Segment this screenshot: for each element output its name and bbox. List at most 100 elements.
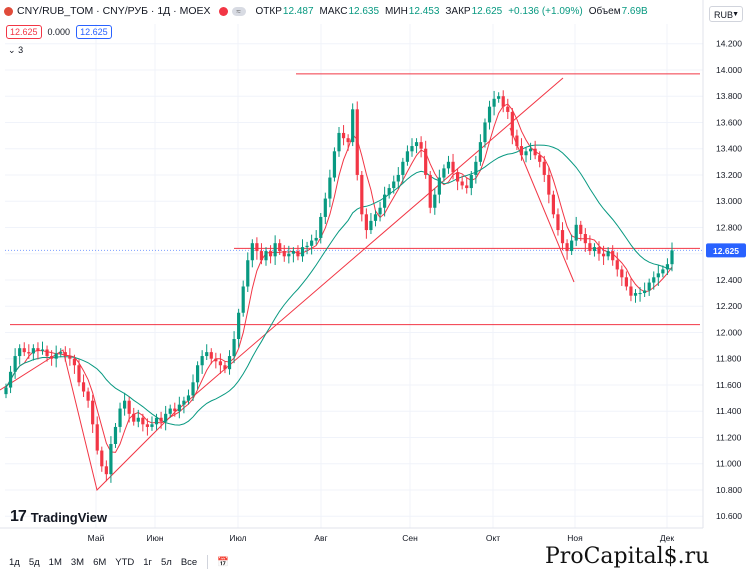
- candle-body: [460, 181, 464, 186]
- candle-body: [524, 151, 528, 156]
- price-tick-label: 11.800: [716, 354, 742, 364]
- timeframe-all[interactable]: Все: [180, 556, 198, 568]
- timeframe-5d[interactable]: 5д: [28, 556, 40, 568]
- candle-body: [36, 348, 40, 351]
- timeframe-3m[interactable]: 3М: [70, 556, 85, 568]
- candle-body: [533, 148, 537, 156]
- currency-label: RUB: [714, 10, 734, 20]
- candle-body: [410, 146, 414, 152]
- candle-body: [314, 237, 318, 241]
- indicators-toggle[interactable]: ⌄ 3: [8, 45, 23, 56]
- date-range-icon[interactable]: 📅: [217, 556, 230, 568]
- timeframe-1m[interactable]: 1М: [48, 556, 62, 568]
- candle-body: [451, 161, 455, 173]
- candle-body: [182, 400, 186, 405]
- price-tick-label: 12.400: [716, 275, 742, 285]
- candle-body: [191, 382, 195, 396]
- candle-body: [556, 214, 560, 231]
- spread-value: 0.000: [47, 27, 71, 37]
- candle-body: [282, 251, 286, 257]
- candle-body: [337, 132, 341, 152]
- candle-body: [661, 269, 665, 274]
- logo-text: TradingView: [30, 509, 108, 525]
- ma-slow-line: [5, 144, 673, 426]
- price-axis: 14.200 14.000 13.800 13.600 13.400 13.200 13.0…: [706, 39, 746, 521]
- symbol-title[interactable]: CNY/RUB_TOM · CNY/РУБ · 1Д · MOEX: [17, 5, 211, 17]
- price-tick-label: 14.200: [716, 39, 742, 49]
- candle-body: [127, 400, 131, 414]
- candle-body: [91, 400, 95, 425]
- candle-body: [633, 293, 638, 296]
- timeframe-bar: 1д 5д 1М 3М 6М YTD 1г 5л Все 📅: [0, 549, 260, 575]
- candle-body: [287, 253, 291, 257]
- price-tick-label: 12.000: [716, 327, 742, 337]
- timeframe-ytd[interactable]: YTD: [115, 556, 135, 568]
- candle-body: [501, 96, 505, 107]
- candle-body: [214, 358, 218, 362]
- candles: [4, 90, 674, 483]
- time-tick-label: Дек: [660, 533, 674, 543]
- candle-body: [351, 109, 355, 143]
- candle-body: [250, 243, 254, 261]
- candle-body: [4, 387, 8, 395]
- site-watermark: ProCapital$.ru: [545, 544, 710, 569]
- candle-body: [319, 216, 323, 238]
- candle-body: [369, 220, 373, 231]
- currency-select[interactable]: RUB ▼: [709, 6, 743, 22]
- open-value: 12.487: [282, 5, 314, 17]
- candle-body: [291, 251, 295, 254]
- time-tick-label: Авг: [314, 533, 327, 543]
- moving-averages: [5, 103, 673, 453]
- sell-button[interactable]: 12.625: [6, 25, 42, 39]
- tradingview-logo[interactable]: 17 TradingView: [10, 508, 107, 526]
- candle-body: [22, 348, 26, 353]
- delay-indicator-icon[interactable]: ≈: [231, 6, 246, 16]
- low-value: 12.453: [408, 5, 440, 17]
- candle-body: [72, 358, 77, 366]
- price-tick-label: 14.000: [716, 65, 742, 75]
- price-tick-label: 11.400: [716, 406, 742, 416]
- candle-body: [305, 245, 309, 248]
- candle-body: [177, 404, 181, 412]
- candle-body: [54, 353, 58, 359]
- time-tick-label: Ноя: [567, 533, 583, 543]
- candle-body: [145, 424, 150, 427]
- last-price-tag: [706, 243, 746, 258]
- candle-body: [588, 243, 592, 252]
- buy-button[interactable]: 12.625: [76, 25, 112, 39]
- candle-body: [396, 174, 400, 182]
- candle-body: [483, 122, 487, 143]
- timeframe-1y[interactable]: 1г: [143, 556, 153, 568]
- candle-body: [424, 148, 428, 175]
- candle-body: [328, 177, 332, 199]
- candle-body: [428, 174, 432, 208]
- candle-body: [104, 466, 108, 475]
- candle-body: [570, 240, 574, 252]
- candle-body: [164, 413, 168, 422]
- candle-body: [268, 251, 273, 257]
- timeframe-5y[interactable]: 5л: [161, 556, 172, 568]
- candle-body: [487, 106, 492, 123]
- candle-body: [510, 111, 514, 136]
- candle-body: [652, 277, 656, 283]
- candle-body: [601, 253, 606, 257]
- last-price-label: 12.625: [713, 246, 739, 256]
- time-tick-label: Июл: [229, 533, 246, 543]
- timeframe-1d[interactable]: 1д: [9, 556, 20, 568]
- candle-body: [255, 243, 259, 252]
- candle-body: [63, 352, 67, 357]
- candle-body: [414, 142, 419, 147]
- candle-body: [378, 207, 382, 215]
- candle-body: [223, 365, 227, 370]
- candle-body: [528, 148, 533, 152]
- candle-body: [173, 408, 177, 412]
- price-tick-label: 10.600: [716, 511, 742, 521]
- price-tick-label: 11.200: [716, 432, 742, 442]
- candle-body: [113, 426, 118, 444]
- candle-body: [13, 356, 17, 372]
- candle-body: [132, 413, 136, 422]
- timeframe-6m[interactable]: 6М: [93, 556, 107, 568]
- candle-body: [446, 161, 451, 169]
- candle-body: [469, 174, 473, 189]
